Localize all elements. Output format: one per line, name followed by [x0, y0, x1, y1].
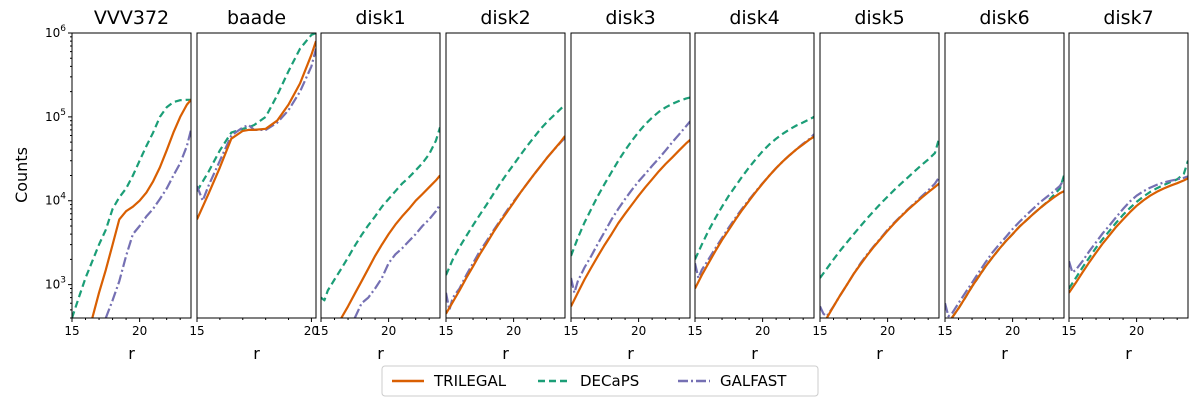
x-tick-label: 20: [755, 324, 770, 338]
x-tick-label: 15: [313, 324, 328, 338]
series-line-decaps-disk3: [571, 96, 690, 257]
panel-disk2: disk2 15 20 r: [438, 7, 566, 363]
series-line-decaps-baade: [197, 33, 316, 192]
legend-label-galfast: GALFAST: [720, 372, 787, 390]
x-tick-label: 20: [1005, 324, 1020, 338]
x-tick-label: 15: [687, 324, 702, 338]
legend-label-decaps: DECaPS: [580, 372, 639, 390]
x-axis-label: r: [502, 344, 509, 363]
panel-disk4: disk4 15 20 r: [687, 7, 815, 363]
series-line-galfast-disk6: [945, 178, 1064, 318]
panel-title: baade: [227, 7, 286, 29]
x-axis-label: r: [1001, 344, 1008, 363]
y-tick-label: 104: [45, 192, 66, 208]
series-line-decaps-disk2: [446, 103, 565, 276]
panel-disk5: disk5 15 20 r: [812, 7, 940, 363]
panel-baade: baade 15 20 r: [189, 7, 319, 363]
panel-frame: [445, 32, 566, 319]
panel-frame: [570, 32, 691, 319]
panel-disk3: disk3 15 20 r: [563, 7, 691, 363]
x-axis-label: r: [1125, 344, 1132, 363]
series-line-trilegal-disk1: [340, 174, 440, 318]
panel-title: disk3: [605, 7, 655, 29]
series-line-trilegal-disk3: [571, 139, 690, 307]
y-tick-base: 10: [45, 194, 60, 208]
series-line-decaps-disk7: [1069, 160, 1188, 290]
series-line-decaps-VVV372: [72, 98, 191, 318]
series-line-trilegal-disk7: [1069, 177, 1188, 294]
panel-disk6: disk6 15 20 r: [937, 7, 1065, 363]
x-tick-label: 20: [506, 324, 521, 338]
x-tick-label: 20: [304, 324, 319, 338]
series-line-trilegal-disk4: [695, 135, 814, 289]
series-line-galfast-baade: [197, 48, 316, 202]
series-line-decaps-disk4: [695, 115, 814, 260]
series-line-trilegal-disk2: [446, 135, 565, 315]
y-tick-exponent: 5: [60, 108, 66, 118]
legend: TRILEGAL DECaPS GALFAST: [381, 365, 819, 397]
panel-disk1: disk1 15 20 r: [313, 7, 441, 363]
panel-frame: [71, 32, 192, 319]
panel-frame: [694, 32, 815, 319]
legend-label-trilegal: TRILEGAL: [433, 372, 507, 390]
series-line-galfast-disk1: [353, 204, 440, 318]
series-line-decaps-disk1: [321, 127, 440, 302]
series-line-trilegal-disk5: [825, 182, 939, 318]
panel-title: disk7: [1103, 7, 1153, 29]
y-tick-exponent: 4: [60, 192, 66, 202]
series-line-galfast-disk3: [571, 120, 690, 294]
y-axis-label: Counts: [12, 147, 31, 203]
panel-frame: [944, 32, 1065, 319]
x-tick-label: 15: [189, 324, 204, 338]
x-axis-label: r: [253, 344, 260, 363]
y-tick-label: 105: [45, 108, 66, 124]
x-axis-label: r: [128, 344, 135, 363]
x-axis-label: r: [377, 344, 384, 363]
x-axis-label: r: [876, 344, 883, 363]
series-line-decaps-disk5: [820, 138, 939, 279]
panel-title: disk5: [854, 7, 904, 29]
panel-frame: [819, 32, 940, 319]
x-axis-label: r: [627, 344, 634, 363]
x-tick-label: 15: [64, 324, 79, 338]
y-tick-exponent: 3: [60, 276, 66, 286]
panel-title: disk2: [480, 7, 530, 29]
x-tick-label: 20: [631, 324, 646, 338]
series-line-trilegal-baade: [197, 40, 316, 220]
y-tick-label: 103: [45, 276, 66, 292]
x-tick-label: 15: [563, 324, 578, 338]
panel-title: disk4: [729, 7, 779, 29]
panel-title: disk6: [979, 7, 1029, 29]
series-line-galfast-VVV372: [104, 129, 191, 318]
y-tick-base: 10: [45, 26, 60, 40]
y-tick-base: 10: [45, 278, 60, 292]
panel-disk7: disk7 15 20 r: [1061, 7, 1189, 363]
panel-title: disk1: [355, 7, 405, 29]
x-tick-label: 15: [438, 324, 453, 338]
panel-frame: [196, 32, 317, 319]
x-tick-label: 20: [1129, 324, 1144, 338]
x-tick-label: 15: [812, 324, 827, 338]
y-tick-exponent: 6: [60, 24, 66, 34]
series-line-trilegal-VVV372: [91, 99, 191, 318]
x-tick-label: 15: [1061, 324, 1076, 338]
x-tick-label: 15: [937, 324, 952, 338]
panel-VVV372: VVV372 15 20 r: [64, 7, 192, 363]
series-line-trilegal-disk6: [950, 190, 1064, 318]
x-axis-label: r: [751, 344, 758, 363]
x-tick-label: 20: [381, 324, 396, 338]
y-tick-base: 10: [45, 110, 60, 124]
x-tick-label: 20: [132, 324, 147, 338]
x-tick-label: 20: [880, 324, 895, 338]
panel-title: VVV372: [94, 7, 169, 29]
legend-box: [381, 365, 819, 397]
y-tick-label: 106: [45, 24, 66, 40]
series-line-galfast-disk7: [1069, 175, 1188, 274]
panel-frame: [1068, 32, 1189, 319]
panel-frame: [320, 32, 441, 319]
